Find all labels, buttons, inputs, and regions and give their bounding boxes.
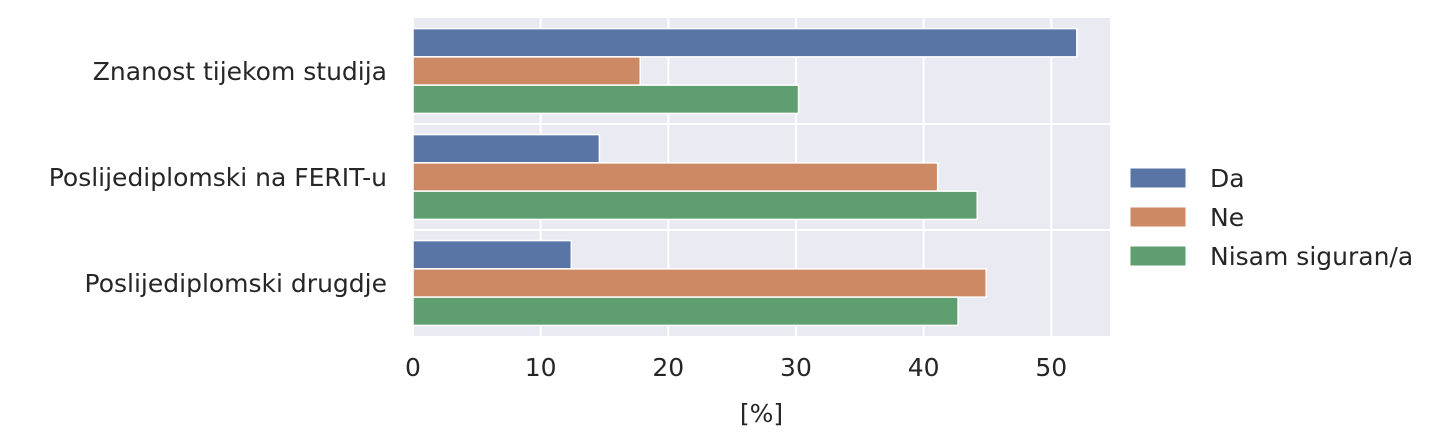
legend-swatch-2 — [1129, 245, 1187, 267]
bars — [412, 27, 1078, 327]
legend-swatch-0 — [1129, 167, 1187, 189]
bar-ne-1 — [412, 162, 939, 192]
category-label-1: Poslijediplomski na FERIT-u — [49, 163, 387, 192]
x-tick-label-0: 0 — [405, 353, 421, 382]
legend-label-2: Nisam siguran/a — [1210, 242, 1413, 271]
bar-nisam-siguran-a-0 — [412, 84, 800, 115]
category-label-0: Znanost tijekom studija — [93, 57, 387, 86]
x-tick-label-4: 40 — [908, 353, 940, 382]
bar-da-1 — [412, 133, 601, 164]
legend-label-1: Ne — [1210, 203, 1244, 232]
category-labels: Znanost tijekom studija Poslijediplomski … — [49, 57, 387, 298]
x-axis-label: [%] — [740, 399, 783, 428]
category-label-2: Poslijediplomski drugdje — [85, 269, 387, 298]
bar-da-2 — [412, 239, 573, 270]
x-tick-label-2: 20 — [652, 353, 684, 382]
bar-ne-2 — [412, 268, 987, 298]
x-tick-label-3: 30 — [780, 353, 812, 382]
legend-swatch-1 — [1129, 206, 1187, 228]
bar-ne-0 — [412, 56, 641, 86]
bar-nisam-siguran-a-1 — [412, 190, 978, 221]
bar-da-0 — [412, 27, 1078, 58]
legend: Da Ne Nisam siguran/a — [1129, 164, 1413, 271]
x-tick-label-5: 50 — [1035, 353, 1067, 382]
legend-label-0: Da — [1210, 164, 1245, 193]
bar-nisam-siguran-a-2 — [412, 296, 959, 327]
x-tick-label-1: 10 — [525, 353, 557, 382]
x-tick-labels: 0 10 20 30 40 50 — [405, 353, 1067, 382]
